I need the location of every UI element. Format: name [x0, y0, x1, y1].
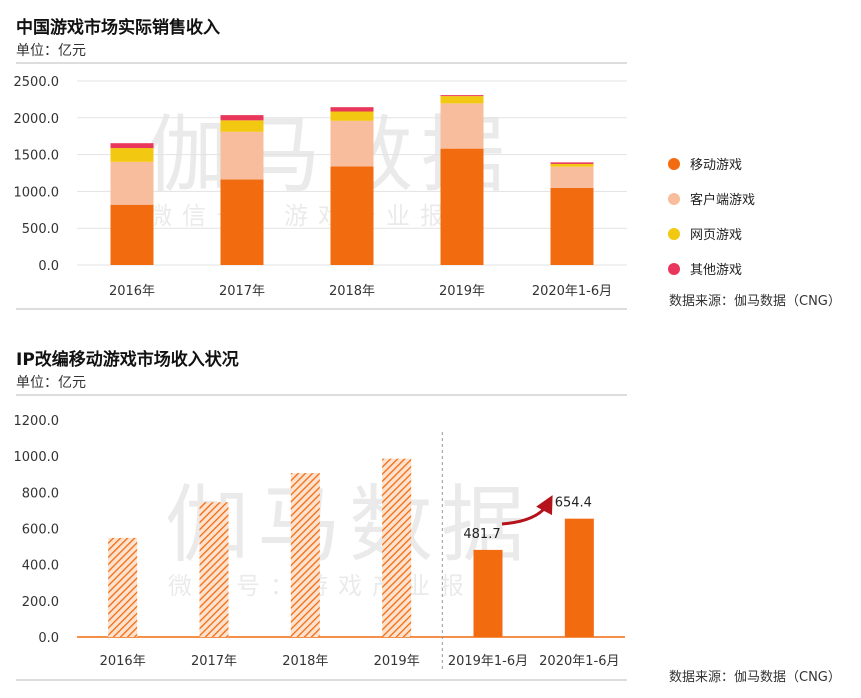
- chart2-unit: 单位：亿元: [16, 375, 86, 391]
- chart2-bar: [382, 458, 412, 637]
- growth-arrow-icon: [501, 495, 553, 526]
- legend-label-mobile: 移动游戏: [690, 158, 743, 173]
- chart2-ytick-label: 400.0: [22, 559, 59, 574]
- chart2-bar: [564, 518, 594, 637]
- chart2-xtick-label: 2016年: [100, 654, 146, 669]
- chart2-bar: [290, 473, 320, 637]
- chart1-plot: 0.0 500.0 1000.0 1500.0 2000.0 2500.0 2016年 201…: [14, 62, 627, 310]
- chart2-ytick-label: 0.0: [38, 631, 59, 646]
- chart1-bar-segment: [440, 148, 484, 265]
- chart1-bar-segment: [550, 166, 594, 188]
- legend-label-other: 其他游戏: [690, 263, 743, 278]
- chart2-bar: [108, 537, 138, 637]
- legend-item-client: 客户端游戏: [668, 181, 755, 216]
- chart1-ytick-label: 0.0: [38, 259, 59, 274]
- legend-swatch-other: [668, 262, 680, 275]
- chart2-source: 数据来源：伽马数据（CNG）: [669, 670, 841, 685]
- chart1-bar-segment: [440, 95, 484, 97]
- chart1-bar-segment: [110, 143, 154, 149]
- chart1-bar-segment: [550, 163, 594, 167]
- legend-item-other: 其他游戏: [668, 251, 755, 286]
- chart1-bar-segment: [220, 120, 264, 132]
- legend-swatch-web: [668, 227, 680, 240]
- chart1-bar-segment: [220, 131, 264, 180]
- chart1-bar-segment: [440, 103, 484, 149]
- legend-item-mobile: 移动游戏: [668, 146, 755, 181]
- chart2-data-label: 481.7: [463, 527, 500, 542]
- chart2-ytick-label: 800.0: [22, 486, 59, 501]
- chart1-bar-segment: [550, 187, 594, 265]
- chart1-bar-segment: [110, 204, 154, 265]
- chart2-xtick-label: 2018年: [282, 654, 328, 669]
- chart2-ytick-label: 200.0: [22, 595, 59, 610]
- legend-swatch-mobile: [668, 157, 680, 170]
- chart1-xtick-label: 2016年: [109, 284, 155, 299]
- legend-label-client: 客户端游戏: [690, 193, 756, 208]
- chart1-bar-segment: [110, 161, 154, 205]
- chart1-bar-segment: [110, 148, 154, 162]
- chart2-ytick-label: 1200.0: [14, 414, 60, 429]
- chart1-bar-segment: [330, 107, 374, 112]
- chart1-xtick-label: 2018年: [329, 284, 375, 299]
- chart2-data-label: 654.4: [555, 496, 592, 511]
- chart1-unit: 单位：亿元: [16, 43, 86, 59]
- chart2-ytick-label: 1000.0: [14, 450, 60, 465]
- chart1-ytick-label: 1000.0: [14, 185, 60, 200]
- chart1-ytick-label: 2000.0: [14, 112, 60, 127]
- chart2-xtick-label: 2019年: [374, 654, 420, 669]
- chart1-xtick-label: 2020年1-6月: [532, 284, 612, 299]
- legend-item-web: 网页游戏: [668, 216, 755, 251]
- chart1-bar-segment: [330, 166, 374, 265]
- chart1-bar-segment: [330, 111, 374, 121]
- chart1-title: 中国游戏市场实际销售收入: [16, 18, 220, 38]
- chart1-ytick-label: 2500.0: [14, 75, 60, 90]
- chart2-title: IP改编移动游戏市场收入状况: [16, 350, 239, 370]
- chart2-xtick-label: 2017年: [191, 654, 237, 669]
- chart1-bar-segment: [220, 115, 264, 121]
- chart2-bar: [473, 549, 503, 637]
- chart1-xtick-label: 2019年: [439, 284, 485, 299]
- chart1-xtick-label: 2017年: [219, 284, 265, 299]
- chart1-source: 数据来源：伽马数据（CNG）: [669, 294, 841, 309]
- chart1-bar-segment: [220, 179, 264, 265]
- chart2-ytick-label: 600.0: [22, 523, 59, 538]
- chart1-ytick-label: 500.0: [22, 222, 59, 237]
- chart1-bar-segment: [330, 120, 374, 167]
- chart1-ytick-label: 1500.0: [14, 149, 60, 164]
- chart2-xtick-label: 2020年1-6月: [539, 654, 619, 669]
- chart1-bar-segment: [550, 162, 594, 164]
- chart1-bar-segment: [440, 96, 484, 104]
- legend-swatch-client: [668, 192, 680, 205]
- chart1-legend: 移动游戏 客户端游戏 网页游戏 其他游戏: [668, 146, 755, 286]
- chart2-xtick-label: 2019年1-6月: [448, 654, 528, 669]
- chart2-bar: [199, 502, 229, 637]
- legend-label-web: 网页游戏: [690, 228, 743, 243]
